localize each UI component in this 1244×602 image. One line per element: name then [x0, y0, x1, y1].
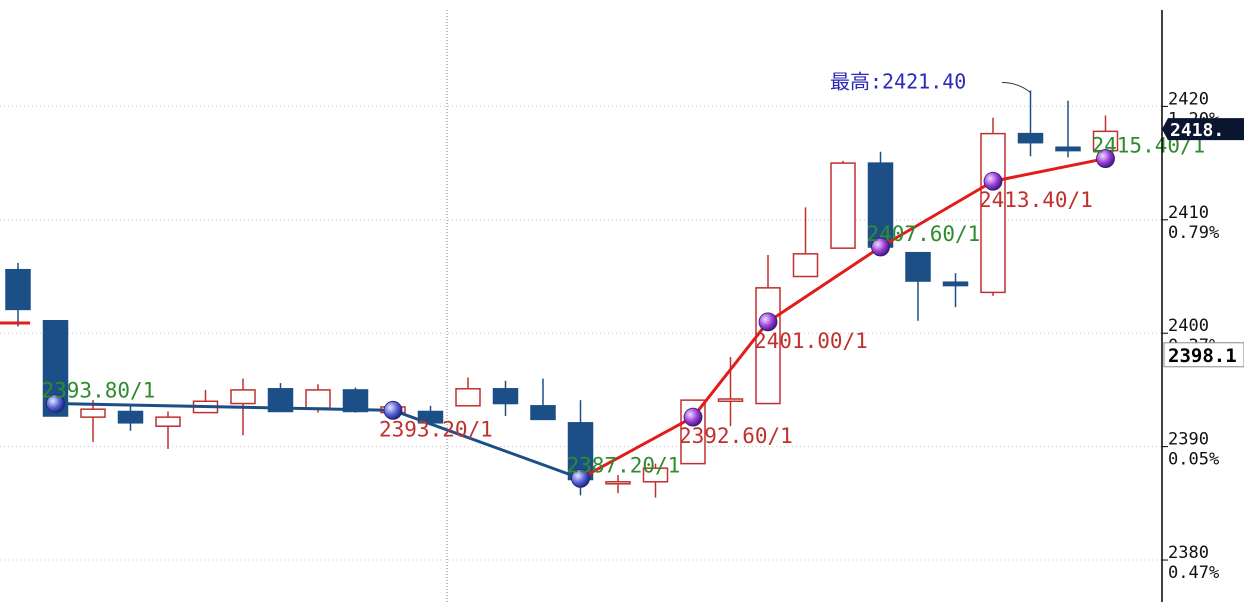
candle-body-up [80, 408, 106, 418]
trend-segment-up [691, 320, 770, 419]
candle-body-up [980, 132, 1006, 294]
y-tick-pct-label: 0.05% [1168, 450, 1219, 470]
trend-point-label: 2393.20/1 [379, 417, 493, 441]
candle-body-up [717, 398, 744, 403]
price-tag-box [1163, 342, 1244, 368]
trend-segment-down [391, 408, 582, 480]
trend-point-label: 2392.60/1 [679, 424, 793, 448]
candle-body-down [530, 405, 556, 421]
candle-body-up [455, 388, 481, 407]
candle [755, 254, 781, 405]
trend-point-marker [983, 171, 1003, 191]
price-tag-box [1162, 118, 1244, 141]
candle-body-up [605, 481, 631, 485]
candle-body-up [792, 253, 819, 278]
candle [980, 117, 1006, 296]
candle-body-down [5, 268, 31, 311]
trend-point-marker [383, 400, 403, 420]
y-axis: 24201.20%24100.79%24000.37%23900.05%2380… [1162, 89, 1219, 583]
candle-body-up [230, 389, 256, 405]
trend-point-marker [571, 468, 590, 488]
candle-body-down [117, 410, 144, 424]
price-tag-label: 2398.1 [1168, 345, 1237, 367]
trend-point-marker [683, 407, 703, 427]
trend-point-marker [46, 394, 65, 413]
price-tag: 2398.1 [1163, 342, 1244, 368]
trend-point-label: 2407.60/1 [867, 222, 981, 246]
point-labels: 2393.80/1 2393.20/1 2387.20/1 2392.60/1 2401… [42, 134, 1206, 478]
candle-body-up [830, 162, 856, 249]
trend-segment-down [54, 402, 395, 412]
price-tag-label: 2418. [1170, 120, 1224, 141]
trend-point-label: 2413.40/1 [979, 188, 1093, 212]
candle [942, 273, 969, 308]
candle-body-down [267, 388, 294, 413]
trend-point-label: 2401.00/1 [754, 329, 868, 353]
trend-segment-up [991, 157, 1107, 183]
candle [267, 383, 294, 413]
candle-body-down [867, 162, 894, 248]
candle-body-up [755, 287, 781, 405]
candle [642, 463, 669, 498]
candle [605, 474, 631, 494]
candle-body-up [305, 389, 331, 409]
candle [5, 262, 31, 327]
trend-point-marker [1096, 149, 1115, 168]
candle-body-down [905, 251, 931, 282]
candle [492, 380, 519, 417]
candle [342, 387, 369, 413]
candle [867, 151, 894, 254]
y-tick-label: 2420 [1168, 89, 1209, 109]
candle [80, 400, 106, 443]
y-tick-label: 2380 [1168, 543, 1209, 563]
candle [192, 389, 219, 414]
trend-point-label: 2393.80/1 [42, 379, 156, 403]
max-annotation: 最高:2421.40 [830, 70, 1031, 94]
candle [155, 411, 181, 449]
max-annotation-leader [1001, 82, 1031, 93]
trend-line [0, 149, 1115, 488]
candle [1017, 90, 1044, 157]
y-tick-pct-label: 0.79% [1168, 223, 1219, 243]
candle [117, 405, 144, 431]
trend-segment-up [766, 245, 882, 324]
trend-point-label: 2387.20/1 [567, 453, 681, 477]
candle [1055, 100, 1081, 158]
trend-point-marker [871, 237, 890, 257]
candle-body-up [155, 416, 181, 427]
trend-segment-up [879, 179, 995, 249]
candle [455, 377, 481, 407]
candle [717, 357, 744, 427]
max-annotation-label: 最高:2421.40 [830, 70, 966, 94]
price-tag: 2418. [1162, 118, 1244, 141]
y-tick-label: 2400 [1168, 316, 1209, 336]
candle-body-down [492, 388, 519, 405]
candle [230, 378, 256, 436]
candles [5, 90, 1119, 498]
candle [530, 378, 556, 421]
trend-segment-up [579, 415, 695, 480]
candle [905, 251, 931, 321]
candle-body-down [1017, 132, 1044, 144]
candle [1092, 115, 1119, 152]
candle [830, 160, 856, 249]
candle-body-up [642, 467, 669, 483]
y-tick-pct-label: 0.47% [1168, 563, 1219, 583]
candle-body-down [1055, 146, 1081, 152]
y-tick-label: 2410 [1168, 203, 1209, 223]
candle [792, 207, 819, 278]
y-tick-label: 2390 [1168, 430, 1209, 450]
candle-body-down [342, 389, 369, 413]
trend-point-marker [758, 312, 778, 332]
candle-body-down [942, 281, 969, 287]
price-tags: 2418. 2398.1 [1162, 118, 1244, 368]
